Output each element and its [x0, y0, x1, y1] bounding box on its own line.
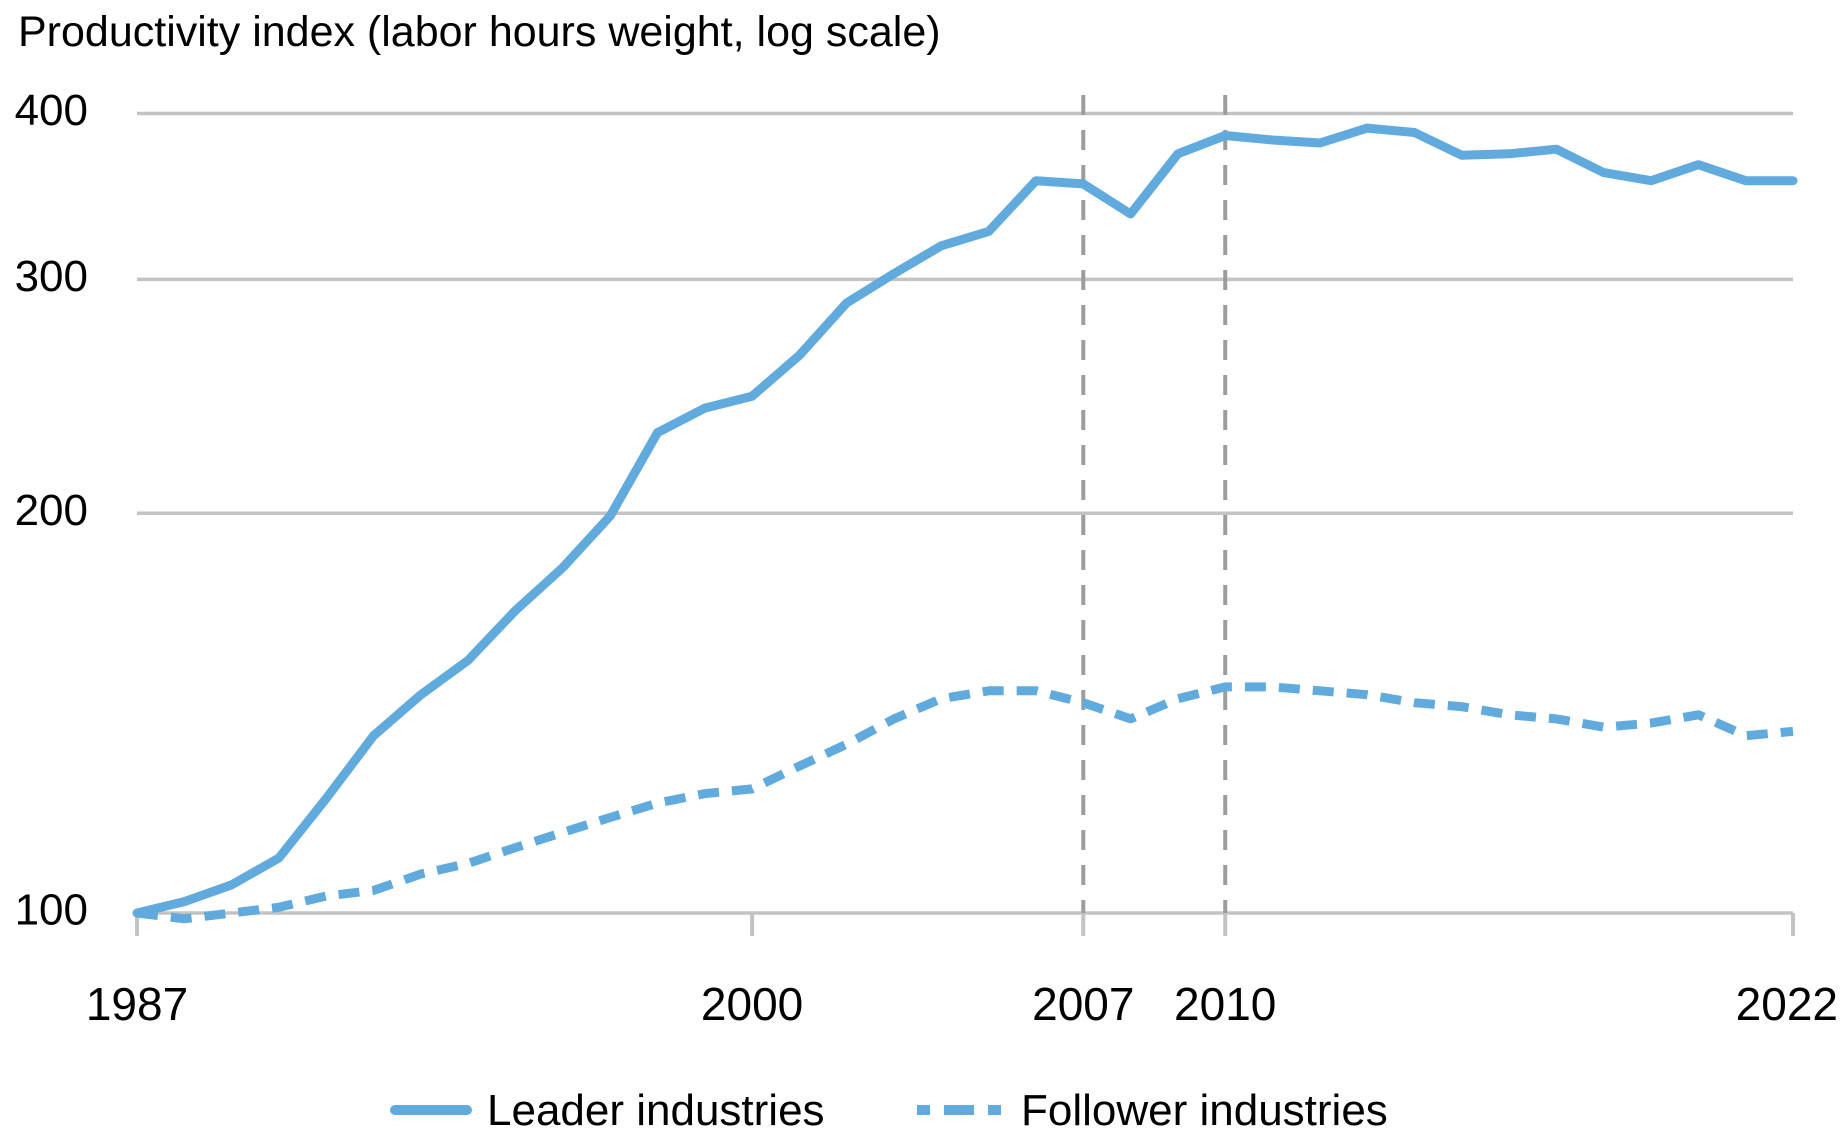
legend-group: Leader industries Follower industries	[390, 1086, 1388, 1135]
y-axis-labels-group: 400 300 200 100	[15, 86, 88, 935]
y-axis-label-400: 400	[15, 86, 88, 135]
data-series-group	[132, 123, 1798, 924]
reference-lines-group	[1081, 95, 1228, 913]
x-axis-label-1987: 1987	[86, 978, 188, 1030]
x-axis-label-2007: 2007	[1032, 978, 1134, 1030]
chart-title: Productivity index (labor hours weight, …	[18, 8, 941, 56]
y-axis-label-100: 100	[15, 886, 88, 935]
series-line-follower-industries	[136, 682, 1794, 924]
series-line-leader-industries	[132, 123, 1798, 918]
x-axis-label-2000: 2000	[701, 978, 803, 1030]
axis-ticks-group	[135, 913, 1795, 936]
x-axis-labels-group: 1987 2000 2007 2010 2022	[86, 978, 1838, 1030]
y-axis-label-300: 300	[15, 252, 88, 301]
x-axis-label-2022: 2022	[1736, 978, 1838, 1030]
y-axis-label-200: 200	[15, 486, 88, 535]
gridlines-group	[137, 111, 1793, 915]
x-axis-label-2010: 2010	[1174, 978, 1276, 1030]
legend-label-follower-industries: Follower industries	[1021, 1086, 1388, 1135]
legend-label-leader-industries: Leader industries	[487, 1086, 825, 1135]
